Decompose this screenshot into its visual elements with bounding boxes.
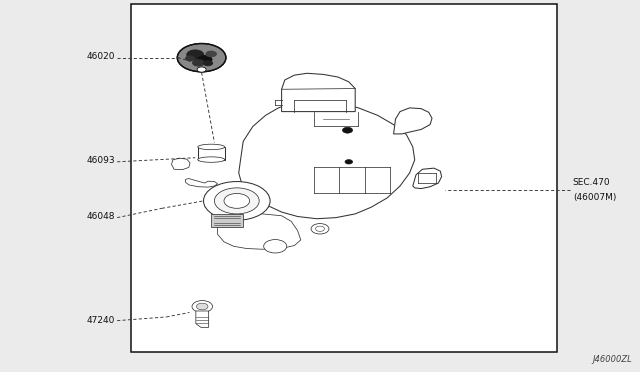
Text: 46093: 46093	[86, 156, 115, 165]
Circle shape	[197, 55, 212, 64]
Ellipse shape	[198, 157, 225, 162]
Circle shape	[196, 303, 208, 310]
Circle shape	[192, 59, 205, 67]
Circle shape	[316, 226, 324, 231]
Circle shape	[177, 44, 226, 72]
Polygon shape	[218, 210, 301, 249]
Circle shape	[186, 49, 204, 60]
Circle shape	[197, 67, 206, 72]
Polygon shape	[239, 100, 415, 219]
Text: 46020: 46020	[86, 52, 115, 61]
Circle shape	[203, 60, 213, 66]
Text: J46000ZL: J46000ZL	[593, 355, 632, 364]
Circle shape	[311, 224, 329, 234]
Circle shape	[342, 127, 353, 133]
Bar	[131, 4, 557, 352]
Polygon shape	[186, 179, 218, 187]
FancyBboxPatch shape	[211, 214, 243, 227]
Text: 46048: 46048	[86, 212, 115, 221]
Circle shape	[345, 160, 353, 164]
Circle shape	[192, 301, 212, 312]
Polygon shape	[282, 73, 355, 112]
Polygon shape	[196, 311, 209, 327]
Circle shape	[264, 240, 287, 253]
Circle shape	[185, 55, 195, 61]
Circle shape	[204, 182, 270, 220]
Polygon shape	[394, 108, 432, 134]
Text: (46007M): (46007M)	[573, 193, 616, 202]
Circle shape	[214, 188, 259, 214]
Polygon shape	[172, 158, 190, 170]
Ellipse shape	[198, 144, 225, 150]
Text: 47240: 47240	[87, 316, 115, 325]
Circle shape	[224, 193, 250, 208]
Bar	[198, 147, 225, 160]
Text: SEC.470: SEC.470	[573, 178, 611, 187]
Polygon shape	[413, 168, 442, 189]
Circle shape	[205, 51, 217, 57]
